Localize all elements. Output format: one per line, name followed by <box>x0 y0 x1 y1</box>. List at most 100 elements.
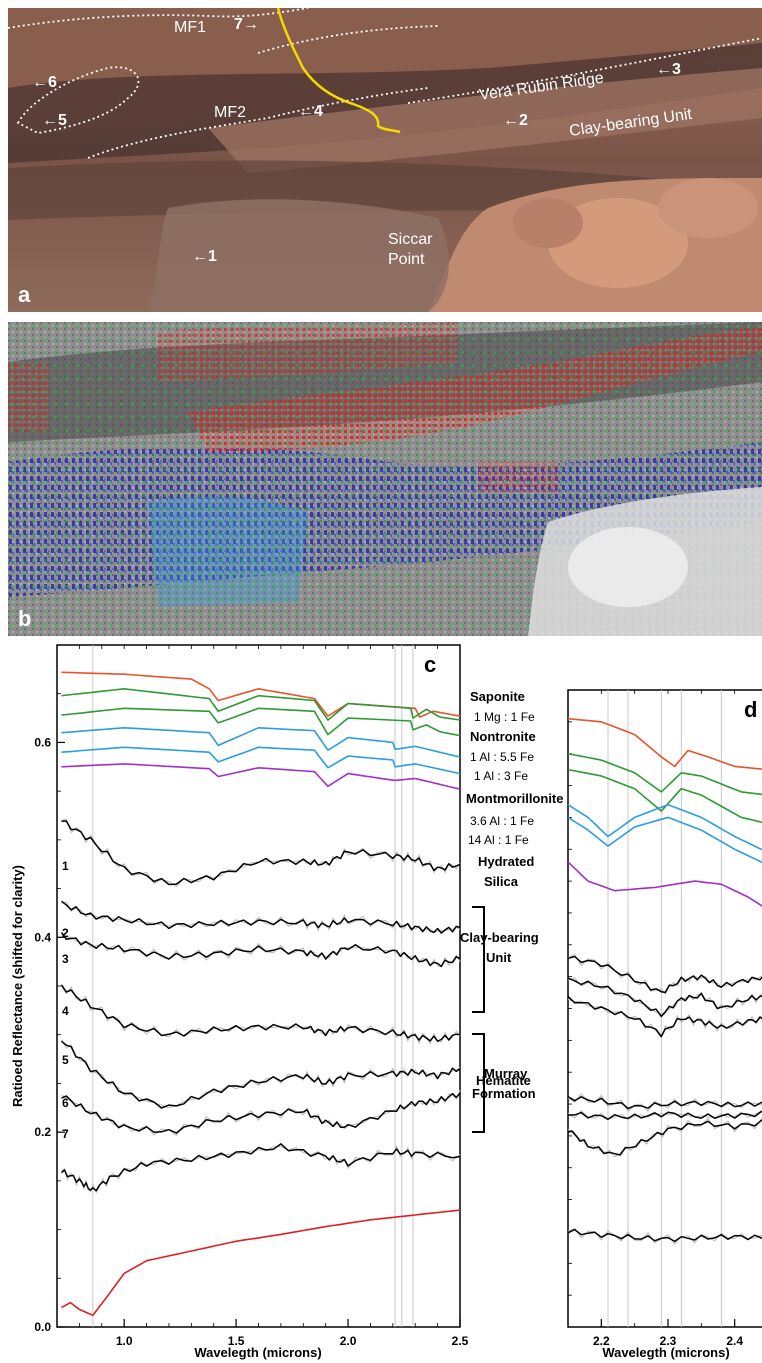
series-nontronite-1-al-3-fe <box>61 707 461 737</box>
series-hydrated-silica <box>61 763 461 790</box>
series-montmorillonite-14-al-1-fe <box>567 816 762 864</box>
chart-d-frame <box>567 689 762 1328</box>
series-4 <box>567 1095 762 1110</box>
series-6 <box>61 1092 461 1134</box>
dark-band <box>8 43 762 163</box>
series-3 <box>567 995 762 1038</box>
series-hydrated-silica <box>567 861 762 907</box>
label-saponite-ratio: 1 Mg : 1 Fe <box>474 710 535 724</box>
chart-d-series <box>567 717 762 1245</box>
series-6 <box>567 1119 762 1156</box>
marker-7: 7→ <box>234 16 259 33</box>
y-tick-label-3: 0.6 <box>34 735 51 749</box>
label-formation: Formation <box>472 1086 536 1101</box>
series-1 <box>61 820 461 886</box>
series-raw-7 <box>567 1227 762 1245</box>
vera-rubin-outline <box>407 37 762 104</box>
series-raw-6 <box>567 1117 762 1158</box>
series-7 <box>567 1228 762 1243</box>
spectrum-number-2: 2 <box>62 926 69 940</box>
series-nontronite-1-al-3-fe <box>567 768 762 824</box>
chart-d-tick-labels: 2.2 2.3 2.4 <box>593 1334 743 1348</box>
ridge-band <box>208 68 762 173</box>
mf1-outline <box>8 8 309 29</box>
label-hematite: Hematite <box>476 1073 531 1088</box>
x-tick-label-0: 2.2 <box>593 1334 610 1348</box>
spectra-chart: 1.0 1.5 2.0 2.5 0.0 0.2 0.4 0.6 c Wavelegth (mi… <box>10 644 762 1360</box>
series-2 <box>61 900 461 934</box>
label-nontronite-ratio-1: 1 Al : 5.5 Fe <box>470 750 534 764</box>
spectrum-number-7: 7 <box>62 1127 69 1141</box>
series-5 <box>61 1040 461 1109</box>
marker-2: ←2 <box>503 112 528 129</box>
series-3 <box>60 931 461 968</box>
label-nontronite: Nontronite <box>470 729 536 744</box>
x-tick-label-3: 2.5 <box>452 1334 469 1348</box>
spectrum-number-3: 3 <box>62 952 69 966</box>
series-nontronite-1-al-5-5-fe <box>567 752 762 796</box>
series-raw-3 <box>61 934 461 968</box>
marker-5: ←5 <box>42 112 67 129</box>
chart-c-series <box>60 671 461 1317</box>
label-nontronite-ratio-2: 1 Al : 3 Fe <box>474 769 528 783</box>
rover-traverse <box>276 8 401 134</box>
spectrum-number-4: 4 <box>62 1004 69 1018</box>
marker-3: ←3 <box>656 61 681 78</box>
x-tick-label-2: 2.0 <box>340 1334 357 1348</box>
series-nontronite-1-al-5-5-fe <box>61 687 461 721</box>
chart-d-ticks <box>567 689 736 1328</box>
marker-6: ←6 <box>32 74 57 91</box>
y-tick-label-2: 0.4 <box>34 930 51 944</box>
bracket-clay <box>472 906 485 1013</box>
chart-d-xlabel: Wavelegth (microns) <box>602 1345 729 1360</box>
x-tick-label-1: 1.5 <box>228 1334 245 1348</box>
label-montmorillonite: Montmorillonite <box>466 791 564 806</box>
series-raw-5 <box>61 1039 461 1109</box>
label-clay-bearing: Clay-bearing <box>460 930 539 945</box>
label-mf1: MF1 <box>174 19 206 36</box>
chart-c-ticks <box>56 644 461 1328</box>
label-montmorillonite-ratio-1: 3.6 Al : 1 Fe <box>470 814 534 828</box>
series-5 <box>567 1110 762 1121</box>
label-unit: Unit <box>486 950 512 965</box>
label-siccar: Siccar <box>388 231 433 248</box>
series-raw-7 <box>61 1144 461 1194</box>
spectrum-number-5: 5 <box>62 1053 69 1067</box>
spectrum-number-1: 1 <box>62 859 69 873</box>
series-raw-2 <box>61 901 461 933</box>
series-7 <box>60 1143 461 1192</box>
series-montmorillonite-3-6-al-1-fe <box>61 726 461 758</box>
label-silica: Silica <box>484 874 519 889</box>
label-mf2: MF2 <box>214 104 246 121</box>
siccar-plateau <box>148 199 449 312</box>
chart-c-letter: c <box>424 652 436 677</box>
marker-1: ←1 <box>192 248 217 265</box>
series-raw-1 <box>61 818 461 888</box>
label-murray: Murray <box>484 1066 528 1081</box>
rock-blob-2 <box>658 178 758 238</box>
x-tick-label-2: 2.4 <box>726 1334 743 1348</box>
chart-c-tick-labels: 1.0 1.5 2.0 2.5 0.0 0.2 0.4 0.6 <box>34 735 468 1348</box>
label-hydrated: Hydrated <box>478 854 534 869</box>
panel-a-image: MF1 MF2 Vera Rubin Ridge Clay-bearing Un… <box>8 8 762 312</box>
mf2-outline <box>87 87 429 159</box>
chart-c-reference-lines <box>92 645 414 1327</box>
y-tick-label-0: 0.0 <box>34 1320 51 1334</box>
series-montmorillonite-14-al-1-fe <box>61 746 461 775</box>
series-1 <box>567 955 762 994</box>
marker-4: ←4 <box>298 103 323 120</box>
series-4 <box>60 984 461 1042</box>
chart-d-letter: d <box>744 697 757 722</box>
x-tick-label-0: 1.0 <box>116 1334 133 1348</box>
panel-b-image: b <box>8 322 762 636</box>
series-2 <box>567 977 762 1018</box>
series-saponite <box>567 717 762 770</box>
label-point: Point <box>388 251 425 268</box>
series-raw-4 <box>567 1093 762 1113</box>
mf-loop-outline <box>16 66 140 134</box>
label-saponite: Saponite <box>470 689 525 704</box>
rock-blob-1 <box>548 198 688 288</box>
label-montmorillonite-ratio-2: 14 Al : 1 Fe <box>468 833 529 847</box>
bracket-murray <box>472 1033 485 1133</box>
white-rock-blob <box>568 527 688 607</box>
